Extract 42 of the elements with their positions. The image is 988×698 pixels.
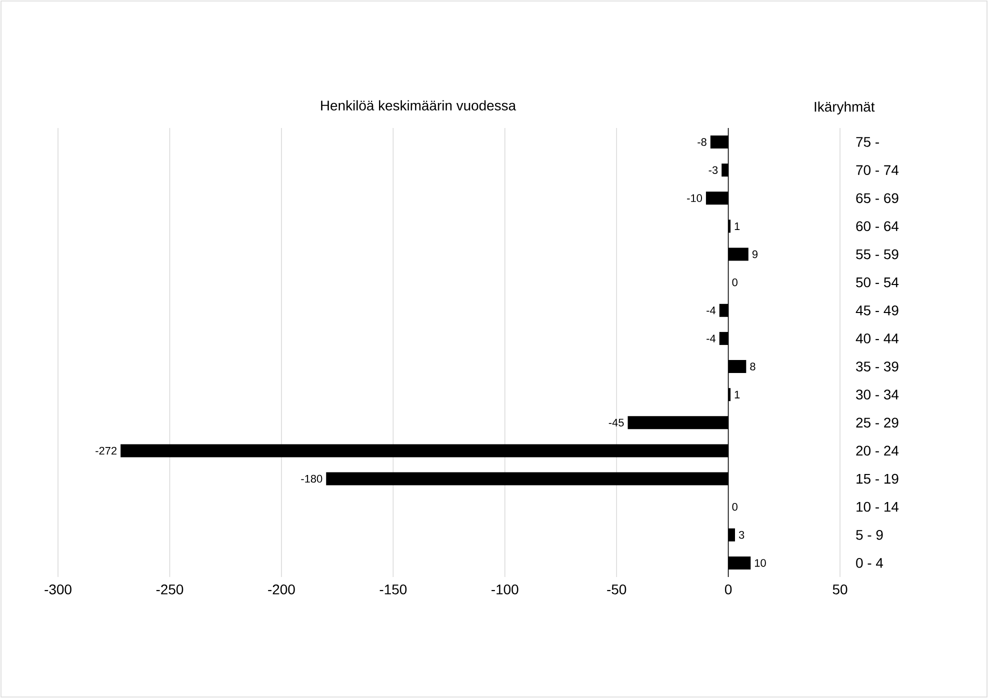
x-tick-label: -150 (380, 584, 407, 594)
x-tick-label: 0 (724, 584, 732, 594)
data-label: 8 (750, 362, 756, 370)
y-tick-label: 10 - 14 (856, 502, 899, 512)
y-tick-label: 45 - 49 (856, 305, 898, 316)
y-tick-label: 40 - 44 (856, 334, 899, 344)
data-label: -3 (708, 166, 718, 174)
x-tick-label: -200 (268, 584, 295, 594)
y-tick-label: 70 - 74 (856, 165, 899, 176)
y-tick-label: 55 - 59 (856, 249, 898, 260)
data-label: 10 (754, 559, 766, 567)
y-tick-label: 20 - 24 (856, 446, 899, 456)
y-tick-label: 0 - 4 (856, 558, 884, 568)
data-label: 1 (734, 390, 740, 398)
x-tick-label: 50 (832, 584, 848, 594)
data-label: -8 (698, 138, 706, 146)
y-tick-label: 30 - 34 (856, 390, 899, 400)
y-tick-label: 65 - 69 (856, 193, 898, 204)
y-tick-label: 75 - (856, 137, 879, 147)
data-label: -45 (608, 418, 624, 426)
data-label: 0 (732, 278, 738, 286)
x-tick-label: -300 (44, 584, 72, 594)
x-tick-label: -50 (607, 584, 626, 594)
y-tick-label: 25 - 29 (856, 418, 898, 428)
data-label: -4 (706, 306, 716, 314)
data-label: -180 (301, 474, 322, 483)
y-tick-label: 60 - 64 (856, 221, 899, 232)
x-tick-label: -100 (492, 584, 518, 594)
data-label: -10 (687, 194, 702, 202)
y-tick-label: 50 - 54 (856, 277, 899, 288)
y-tick-label: 35 - 39 (856, 362, 898, 372)
data-label: -4 (706, 334, 716, 342)
chart-title: Henkilöä keskimäärin vuodessa (321, 100, 516, 110)
y-tick-label: 5 - 9 (856, 530, 883, 540)
x-tick-label: -250 (156, 584, 184, 594)
y-tick-label: 15 - 19 (856, 474, 898, 484)
data-label: 0 (732, 502, 738, 511)
data-label: 9 (752, 250, 758, 258)
data-label: 1 (734, 222, 740, 230)
y-axis-title: Ikäryhmät (814, 101, 875, 114)
data-label: -272 (96, 446, 116, 455)
data-label: 3 (738, 531, 744, 539)
